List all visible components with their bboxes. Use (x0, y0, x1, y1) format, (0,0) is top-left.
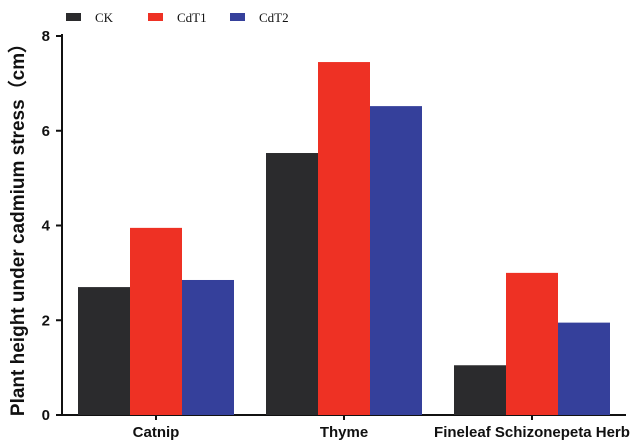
bar-cdt1-3 (506, 272, 558, 415)
bar-cdt1-1 (130, 227, 182, 415)
bar-cdt2-2 (370, 106, 422, 416)
y-tick-label: 2 (42, 312, 50, 329)
legend: CK CdT1 CdT2 (66, 10, 289, 25)
legend-label-ck: CK (95, 10, 114, 25)
legend-swatch-cdt2 (230, 13, 245, 21)
legend-swatch-ck (66, 13, 81, 21)
bar-cdt2-3 (558, 322, 610, 415)
bar-ck-1 (78, 287, 130, 415)
bar-ck-3 (454, 365, 506, 415)
y-tick-label: 6 (42, 123, 50, 140)
bar-cdt1-2 (318, 62, 370, 416)
y-axis: 0 2 4 6 8 (42, 28, 63, 424)
y-tick-label: 0 (42, 407, 50, 424)
bar-cdt2-1 (182, 279, 234, 415)
legend-label-cdt1: CdT1 (177, 10, 207, 25)
legend-swatch-cdt1 (148, 13, 163, 21)
bar-ck-2 (266, 153, 318, 416)
x-tick-label: Catnip (133, 424, 180, 441)
y-axis-title: Plant height under cadmium stress（cm） (6, 34, 29, 416)
legend-label-cdt2: CdT2 (259, 10, 289, 25)
x-tick-label: Thyme (320, 424, 368, 441)
y-tick-label: 8 (42, 28, 50, 45)
y-tick-label: 4 (42, 218, 51, 235)
x-axis: Catnip Thyme Fineleaf Schizonepeta Herb (62, 414, 630, 441)
x-tick-label: Fineleaf Schizonepeta Herb (434, 424, 630, 441)
bars (78, 62, 610, 416)
